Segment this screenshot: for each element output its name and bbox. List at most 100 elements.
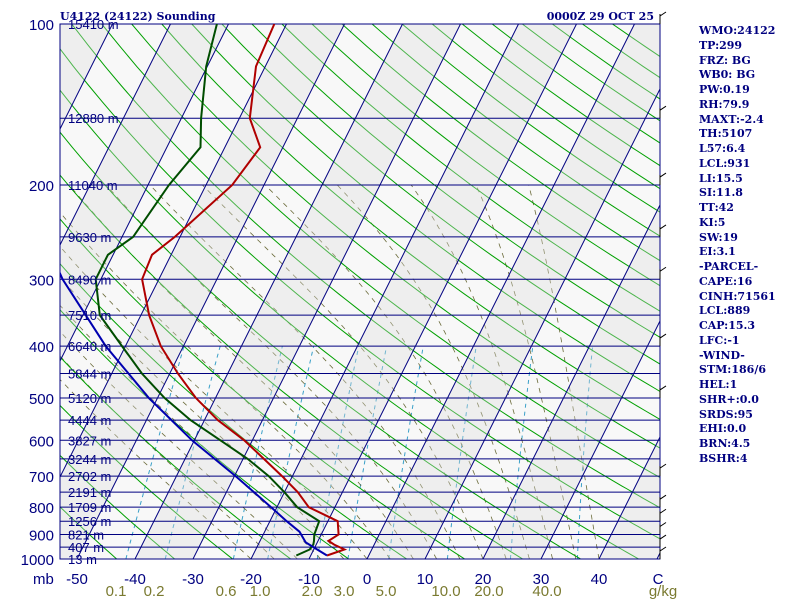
- pressure-tick-label: 300: [29, 272, 54, 289]
- index-row: WMO:24122: [699, 24, 776, 37]
- mixing-ratio-tick-label: 5.0: [376, 583, 397, 600]
- height-label: 12880 m: [68, 111, 119, 126]
- index-row: EI:3.1: [699, 245, 736, 259]
- wind-barb-icon: [659, 333, 667, 347]
- index-row: LFC:-1: [699, 333, 740, 347]
- height-label: 2191 m: [68, 485, 111, 500]
- temperature-profile-line: [141, 24, 348, 557]
- dewpoint-profile-line: [94, 24, 321, 557]
- moist-adiabat-line: [60, 276, 345, 559]
- isotherm-line: [540, 319, 660, 559]
- isotherm-line: [482, 203, 660, 559]
- pressure-tick-label: 600: [29, 433, 54, 450]
- isotherm-line: [76, 24, 345, 559]
- isotherm-band: [60, 24, 345, 559]
- mixing-ratio-tick-label: 0.2: [144, 583, 165, 600]
- wind-barb-icon: [659, 266, 667, 280]
- height-label: 6640 m: [68, 339, 111, 354]
- wind-barb-icon: [659, 494, 667, 508]
- isotherm-line: [598, 435, 660, 559]
- height-label: 821 m: [68, 528, 104, 543]
- moist-adiabat-line: [149, 184, 461, 559]
- index-row: LCL:889: [699, 304, 751, 318]
- mixing-ratio-axis-labels: 0.1 0.2 0.6 1.0 2.0 3.0 5.0 10.0 20.0 40.0 g/kg: [106, 583, 678, 600]
- isotherm-line: [250, 24, 519, 559]
- pressure-tick-label: 100: [29, 17, 54, 34]
- wind-barb-icon: [659, 385, 667, 398]
- isotherm-line: [308, 24, 577, 559]
- wind-barb-icon: [659, 105, 667, 119]
- index-row: STM:186/6: [699, 363, 766, 377]
- parcel-profile-line: [60, 271, 328, 557]
- isotherm-line: [424, 87, 660, 559]
- wind-barb-icon: [659, 546, 667, 559]
- index-row: -WIND-: [699, 348, 745, 362]
- height-label: 1256 m: [68, 514, 111, 529]
- pressure-tick-label: 500: [29, 391, 54, 408]
- height-label: 407 m: [68, 540, 104, 555]
- index-row: LCL:931: [699, 156, 751, 170]
- temperature-tick-label: 30: [533, 571, 550, 588]
- index-row: L57:6.4: [699, 142, 746, 155]
- height-label: 5120 m: [68, 391, 111, 406]
- pressure-tick-label: 800: [29, 500, 54, 517]
- mixing-ratio-tick-label: 2.0: [302, 583, 323, 600]
- pressure-tick-label: 900: [29, 528, 54, 545]
- temperature-tick-label: -10: [298, 571, 320, 588]
- wind-barb-icon: [659, 224, 667, 237]
- isobars: [59, 23, 661, 560]
- index-row: FRZ: BG: [699, 53, 751, 67]
- wind-barbs: [659, 11, 667, 559]
- isotherm-band: [251, 24, 577, 559]
- mixing-ratio-tick-label: 40.0: [532, 583, 561, 600]
- wind-barb-icon: [659, 11, 667, 24]
- temperature-tick-label: -30: [182, 571, 204, 588]
- isotherm-line: [60, 24, 171, 247]
- index-row: -PARCEL-: [699, 260, 759, 273]
- index-row: LI:15.5: [699, 171, 743, 185]
- index-row: RH:79.9: [699, 97, 750, 111]
- pressure-axis-labels: 100 200 300 400 500 600 700 800 900 1000 mb: [21, 17, 54, 588]
- mixing-ratio-tick-label: 0.1: [106, 583, 127, 600]
- wind-barb-icon: [659, 172, 667, 186]
- isotherm-line: [192, 24, 461, 559]
- index-row: KI:5: [699, 215, 726, 229]
- stability-indices-panel: WMO:24122 TP:299 FRZ: BG WB0: BG PW:0.19 RH:7…: [699, 24, 799, 467]
- temperature-tick-label: -50: [66, 571, 88, 588]
- height-labels: 15410 m 12880 m 11040 m 9630 m 8490 m 7510 m 6…: [68, 17, 119, 567]
- index-row: TH:5107: [699, 127, 753, 141]
- height-label: 15410 m: [68, 17, 119, 32]
- index-row: WB0: BG: [699, 68, 756, 82]
- plot-area: [60, 24, 660, 559]
- moist-adiabat-line: [60, 211, 391, 559]
- temperature-tick-label: 0: [363, 571, 371, 588]
- chart-valid-time: 0000Z 29 OCT 25: [547, 10, 654, 23]
- isotherm-band: [135, 24, 461, 559]
- pressure-unit-label: mb: [33, 571, 54, 588]
- height-label: 5844 m: [68, 366, 111, 381]
- isotherm-line: [60, 24, 229, 363]
- height-label: 4444 m: [68, 413, 111, 428]
- plot-frame: [59, 23, 661, 560]
- index-row: TP:299: [699, 38, 743, 52]
- index-row: SI:11.8: [699, 186, 743, 200]
- sounding-profiles: [60, 24, 348, 557]
- height-label: 8490 m: [68, 272, 111, 287]
- mixing-ratio-tick-label: 0.6: [216, 583, 237, 600]
- temperature-tick-label: 20: [475, 571, 492, 588]
- pressure-tick-label: 200: [29, 178, 54, 195]
- wind-barb-icon: [659, 463, 667, 477]
- index-row: CAP:15.3: [699, 319, 756, 332]
- index-row: HEL:1: [699, 378, 738, 391]
- wind-barb-icon: [659, 522, 667, 535]
- index-row: SHR+:0.0: [699, 392, 759, 406]
- temperature-tick-label: -40: [124, 571, 146, 588]
- isotherms: [60, 24, 660, 559]
- pressure-tick-label: 400: [29, 339, 54, 356]
- height-label: 7510 m: [68, 308, 111, 323]
- height-label: 11040 m: [68, 178, 118, 193]
- mixing-ratio-tick-label: 1.0: [250, 583, 271, 600]
- mixing-ratio-tick-label: 10.0: [431, 583, 460, 600]
- index-row: CAPE:16: [699, 274, 753, 288]
